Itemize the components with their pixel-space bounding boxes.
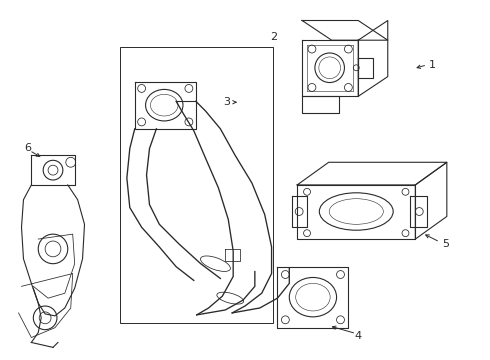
Text: 5: 5 xyxy=(442,239,449,249)
Bar xyxy=(120,47,272,323)
Text: 1: 1 xyxy=(429,60,436,70)
Text: 4: 4 xyxy=(355,330,362,341)
Text: 2: 2 xyxy=(270,32,277,42)
Text: 6: 6 xyxy=(24,144,31,153)
Text: 3: 3 xyxy=(223,97,230,107)
